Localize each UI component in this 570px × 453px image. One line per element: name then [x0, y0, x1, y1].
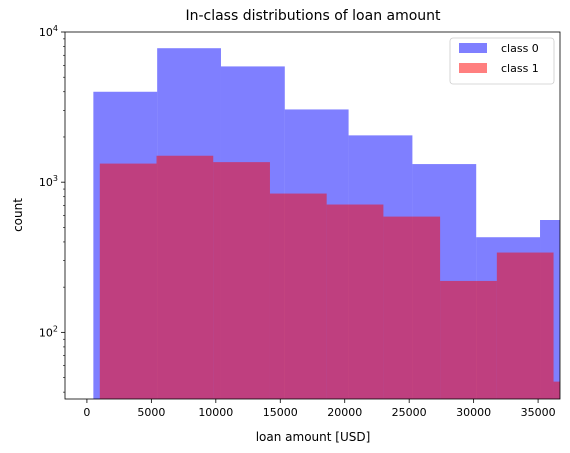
- y-tick-label: 102: [39, 324, 58, 339]
- x-tick-label: 25000: [392, 406, 427, 419]
- histogram-bar-class-1: [213, 162, 270, 399]
- y-tick-label: 103: [39, 174, 58, 189]
- y-axis-label: count: [11, 198, 25, 232]
- x-tick-label: 15000: [263, 406, 298, 419]
- histogram-bar-class-1: [383, 216, 441, 399]
- histogram-bar-class-1: [496, 252, 554, 399]
- legend-label: class 1: [501, 62, 539, 75]
- histogram-bar-class-1: [269, 193, 327, 399]
- y-tick-label: 104: [39, 24, 58, 39]
- histogram-bar-class-1: [156, 155, 214, 399]
- x-axis-ticks: 0 5000 10000 15000 20000 25000 30000 35000: [83, 399, 556, 419]
- histogram-bar-class-1: [326, 204, 384, 399]
- chart-title: In-class distributions of loan amount: [185, 8, 441, 24]
- histogram-bar-class-1: [440, 280, 497, 399]
- x-tick-label: 0: [83, 406, 90, 419]
- histogram-bar-class-1: [99, 163, 157, 399]
- x-tick-label: 20000: [327, 406, 362, 419]
- legend-swatch: [459, 43, 487, 53]
- legend-swatch: [459, 63, 487, 73]
- x-tick-label: 30000: [456, 406, 491, 419]
- legend-label: class 0: [501, 42, 539, 55]
- y-axis-ticks: 102 103 104: [39, 24, 65, 393]
- x-tick-label: 35000: [521, 406, 556, 419]
- x-tick-label: 10000: [198, 406, 233, 419]
- x-tick-label: 5000: [137, 406, 165, 419]
- x-axis-label: loan amount [USD]: [256, 430, 371, 444]
- legend: class 0 class 1: [449, 37, 555, 85]
- bars-layer: [93, 48, 560, 400]
- histogram-bar-class-1: [553, 381, 560, 399]
